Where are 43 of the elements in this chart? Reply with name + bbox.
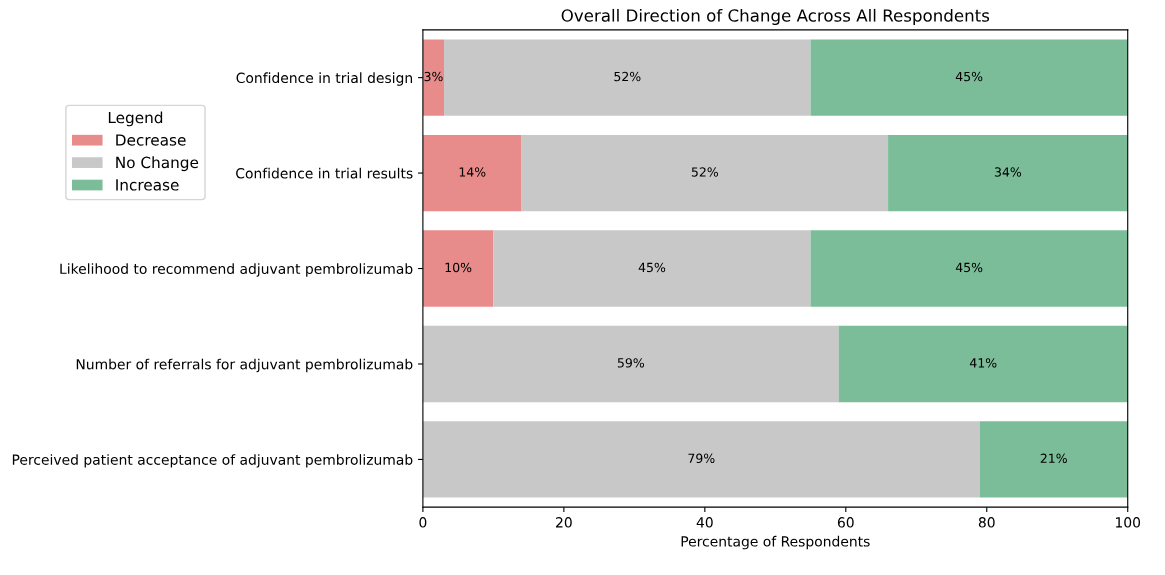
y-tick-label: Confidence in trial results [236,167,413,179]
x-tick-label: 60 [837,517,854,528]
data-label: 79% [688,453,715,464]
data-label: 45% [638,262,666,273]
bar [422,230,494,307]
x-tick-label: 40 [696,517,713,528]
data-label: 59% [617,358,645,368]
data-label: 34% [994,167,1022,177]
y-tick-label: Likelihood to recommend adjuvant pembrolizumab [60,263,413,277]
bar [810,39,1128,116]
data-label: 45% [955,71,983,82]
bar [888,134,1128,212]
bar [838,325,1128,403]
bar [422,134,522,212]
legend-title: Legend [108,111,163,127]
legend-label: Increase [116,179,179,191]
bar [810,230,1128,307]
y-tick-label: Number of referrals for adjuvant pembrolizumab [76,358,413,373]
data-label: 14% [459,167,486,177]
y-tick-label: Perceived patient acceptance of adjuvant pembrolizumab [12,454,413,468]
bar [521,134,889,212]
x-tick-label: 0 [419,517,427,528]
legend-label: No Change [116,156,199,172]
data-label: 21% [1040,453,1067,464]
bar [422,421,980,498]
data-label: 52% [691,167,719,177]
bar [444,39,811,116]
data-label: 10% [445,262,472,273]
chart-title: Overall Direction of Change Across All Respondents [561,8,990,26]
data-label: 52% [614,71,641,82]
legend-label: Decrease [116,134,186,146]
bar [493,230,811,307]
data-label: 41% [969,358,997,368]
bar [422,39,445,116]
x-tick-label: 80 [978,517,995,528]
x-axis-title: Percentage of Respondents [681,535,870,550]
x-tick-label: 20 [556,517,572,528]
x-tick-label: 100 [1115,517,1141,528]
y-tick-label: Confidence in trial design [236,72,412,86]
data-label: 3% [424,71,443,82]
data-label: 45% [955,262,983,273]
bar [979,421,1128,498]
bar [422,325,839,403]
